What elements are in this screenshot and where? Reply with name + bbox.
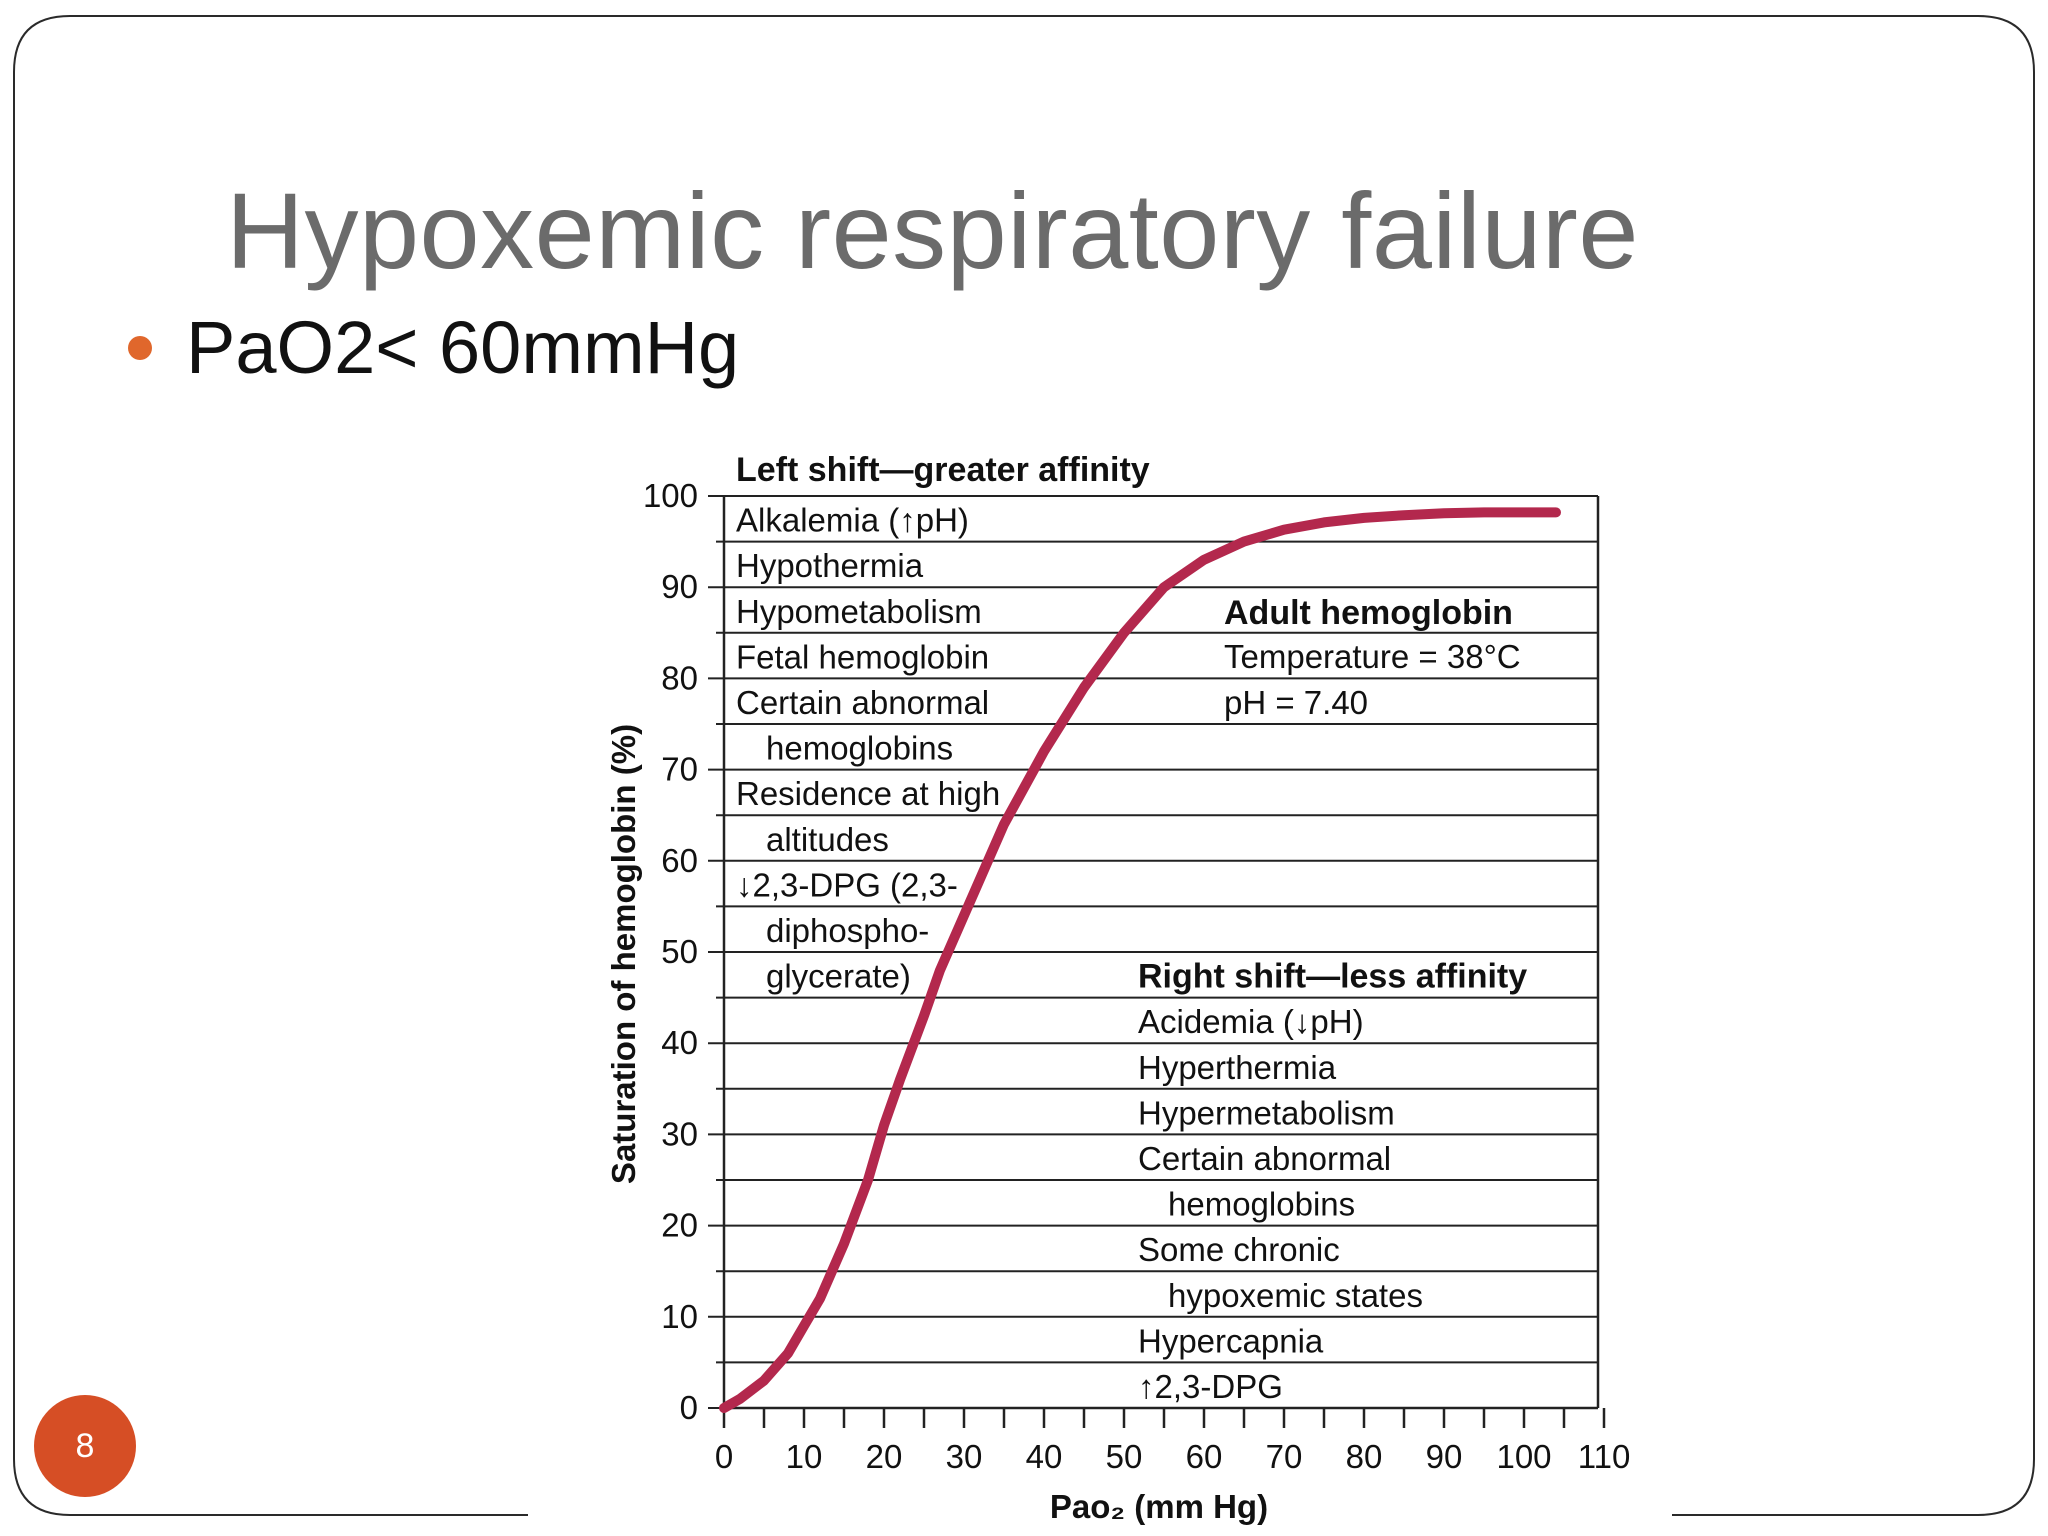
bullet-item: PaO2< 60mmHg (128, 305, 739, 390)
x-tick-label: 100 (1496, 1438, 1551, 1475)
y-tick-label: 60 (661, 842, 698, 879)
x-tick-label: 70 (1266, 1438, 1303, 1475)
right-shift-heading: Right shift—less affinity (1138, 958, 1527, 996)
left-shift-item: glycerate) (766, 958, 911, 995)
x-tick-label: 60 (1186, 1438, 1223, 1475)
right-shift-item: Hypercapnia (1138, 1322, 1324, 1359)
x-tick-label: 40 (1026, 1438, 1063, 1475)
y-tick-label: 10 (661, 1298, 698, 1335)
x-axis-title: Pao₂ (mm Hg) (1050, 1488, 1268, 1525)
left-shift-item: Fetal hemoglobin (736, 638, 989, 675)
y-axis-title: Saturation of hemoglobin (%) (605, 724, 642, 1184)
left-shift-item: ↓2,3-DPG (2,3- (736, 866, 958, 903)
y-tick-label: 40 (661, 1024, 698, 1061)
bullet-dot-icon (128, 335, 152, 360)
left-shift-item: Alkalemia (↑pH) (736, 502, 969, 539)
x-tick-label: 80 (1346, 1438, 1383, 1475)
right-shift-item: Hyperthermia (1138, 1049, 1337, 1086)
y-tick-label: 70 (661, 751, 698, 788)
right-shift-item: Some chronic (1138, 1231, 1340, 1268)
y-tick-label: 100 (643, 477, 698, 514)
left-shift-item: Residence at high (736, 775, 1000, 812)
left-shift-item: diphospho- (766, 912, 929, 949)
y-tick-label: 50 (661, 933, 698, 970)
page-number-badge: 8 (34, 1395, 136, 1497)
slide-title: Hypoxemic respiratory failure (226, 170, 1639, 291)
left-shift-item: Hypothermia (736, 547, 924, 584)
y-tick-label: 20 (661, 1207, 698, 1244)
left-shift-item: Hypometabolism (736, 593, 982, 630)
right-shift-item: ↑2,3-DPG (1138, 1368, 1283, 1405)
y-tick-label: 80 (661, 659, 698, 696)
dissociation-curve (719, 507, 1561, 1413)
right-shift-item: Certain abnormal (1138, 1140, 1391, 1177)
adult-hemoglobin-item: pH = 7.40 (1224, 684, 1368, 721)
bullet-text: PaO2< 60mmHg (186, 306, 740, 389)
x-tick-label: 20 (866, 1438, 903, 1475)
y-tick-label: 0 (680, 1389, 698, 1426)
left-shift-item: Certain abnormal (736, 684, 989, 721)
x-tick-label: 0 (715, 1438, 733, 1475)
y-tick-label: 30 (661, 1115, 698, 1152)
x-tick-label: 110 (1578, 1438, 1631, 1475)
adult-hemoglobin-item: Temperature = 38°C (1224, 638, 1521, 675)
adult-hemoglobin-heading: Adult hemoglobin (1224, 594, 1513, 632)
left-shift-item: altitudes (766, 821, 889, 858)
x-tick-label: 90 (1426, 1438, 1463, 1475)
x-tick-label: 10 (786, 1438, 823, 1475)
right-shift-item: Acidemia (↓pH) (1138, 1003, 1364, 1040)
left-shift-heading: Left shift—greater affinity (736, 451, 1150, 489)
right-shift-item: Hypermetabolism (1138, 1094, 1395, 1131)
x-tick-label: 30 (946, 1438, 983, 1475)
left-shift-item: hemoglobins (766, 730, 953, 767)
y-tick-label: 90 (661, 568, 698, 605)
right-shift-item: hemoglobins (1168, 1186, 1355, 1223)
right-shift-item: hypoxemic states (1168, 1277, 1423, 1314)
x-tick-label: 50 (1106, 1438, 1143, 1475)
